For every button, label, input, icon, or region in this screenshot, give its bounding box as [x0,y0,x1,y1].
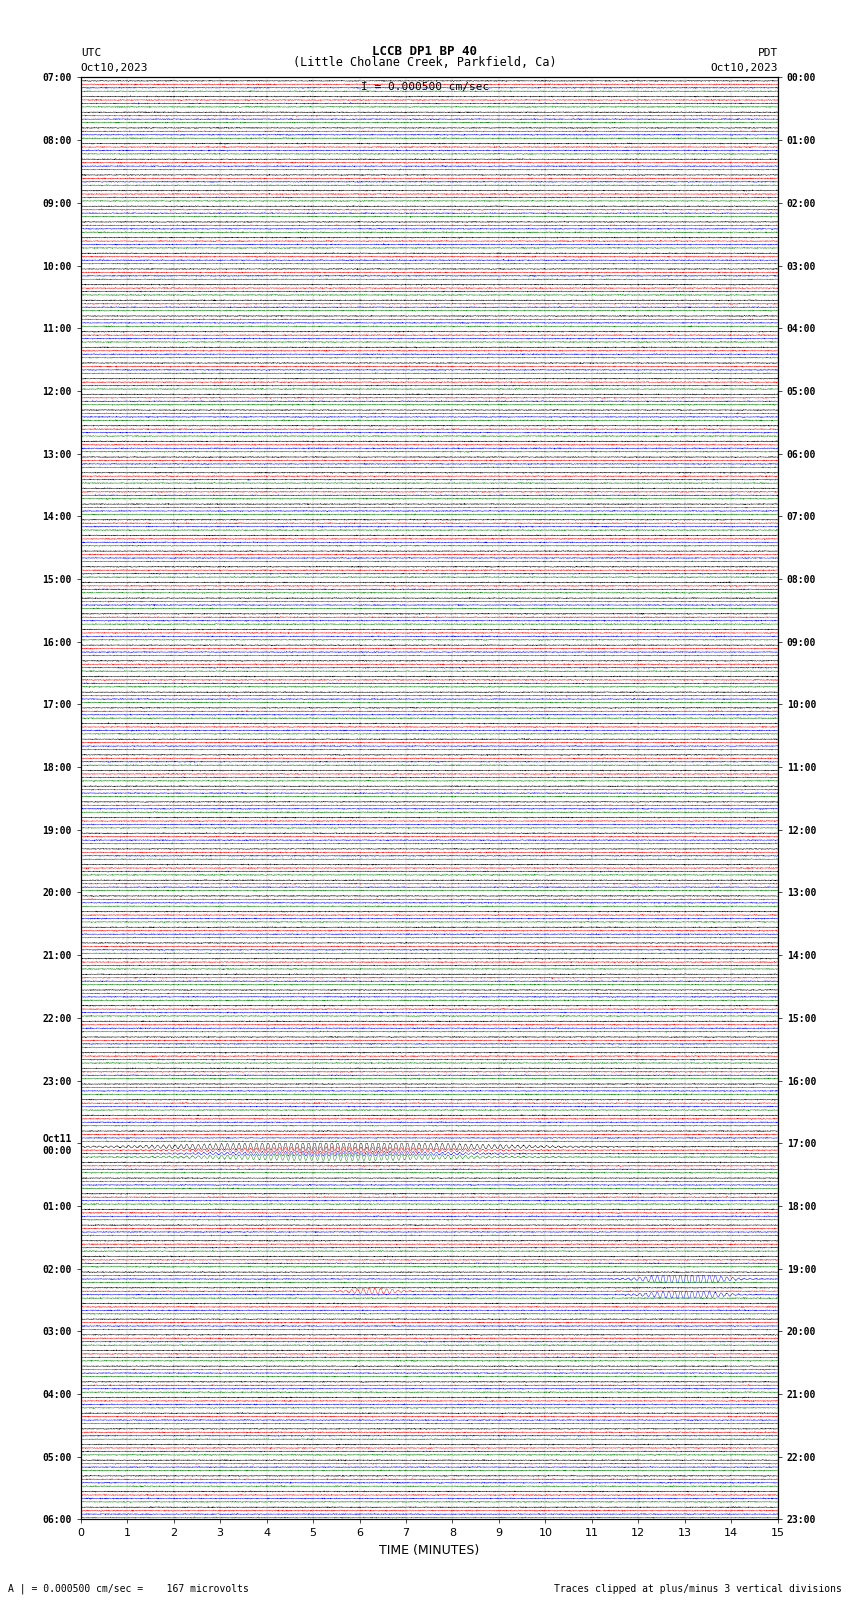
Text: Oct10,2023: Oct10,2023 [81,63,148,73]
Text: UTC: UTC [81,48,101,58]
Text: A | = 0.000500 cm/sec =    167 microvolts: A | = 0.000500 cm/sec = 167 microvolts [8,1582,249,1594]
Text: PDT: PDT [757,48,778,58]
Text: Oct10,2023: Oct10,2023 [711,63,778,73]
Text: LCCB DP1 BP 40: LCCB DP1 BP 40 [372,45,478,58]
Text: Traces clipped at plus/minus 3 vertical divisions: Traces clipped at plus/minus 3 vertical … [553,1584,842,1594]
Text: (Little Cholane Creek, Parkfield, Ca): (Little Cholane Creek, Parkfield, Ca) [293,56,557,69]
Text: I = 0.000500 cm/sec: I = 0.000500 cm/sec [361,82,489,92]
X-axis label: TIME (MINUTES): TIME (MINUTES) [379,1544,479,1557]
